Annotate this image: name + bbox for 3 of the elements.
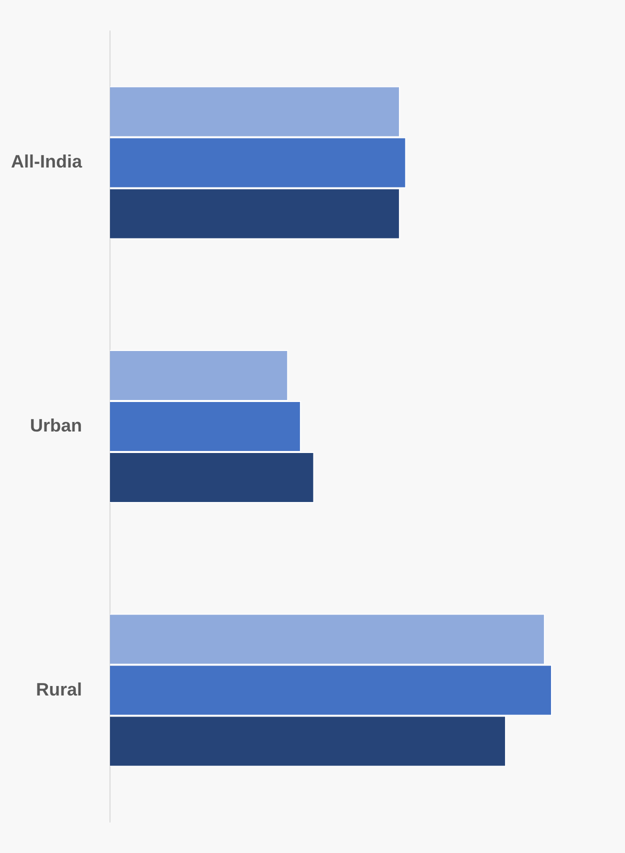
y-tick-label: Urban xyxy=(30,415,82,436)
y-tick-label: All-India xyxy=(11,152,83,172)
y-tick-label: Rural xyxy=(36,679,82,700)
